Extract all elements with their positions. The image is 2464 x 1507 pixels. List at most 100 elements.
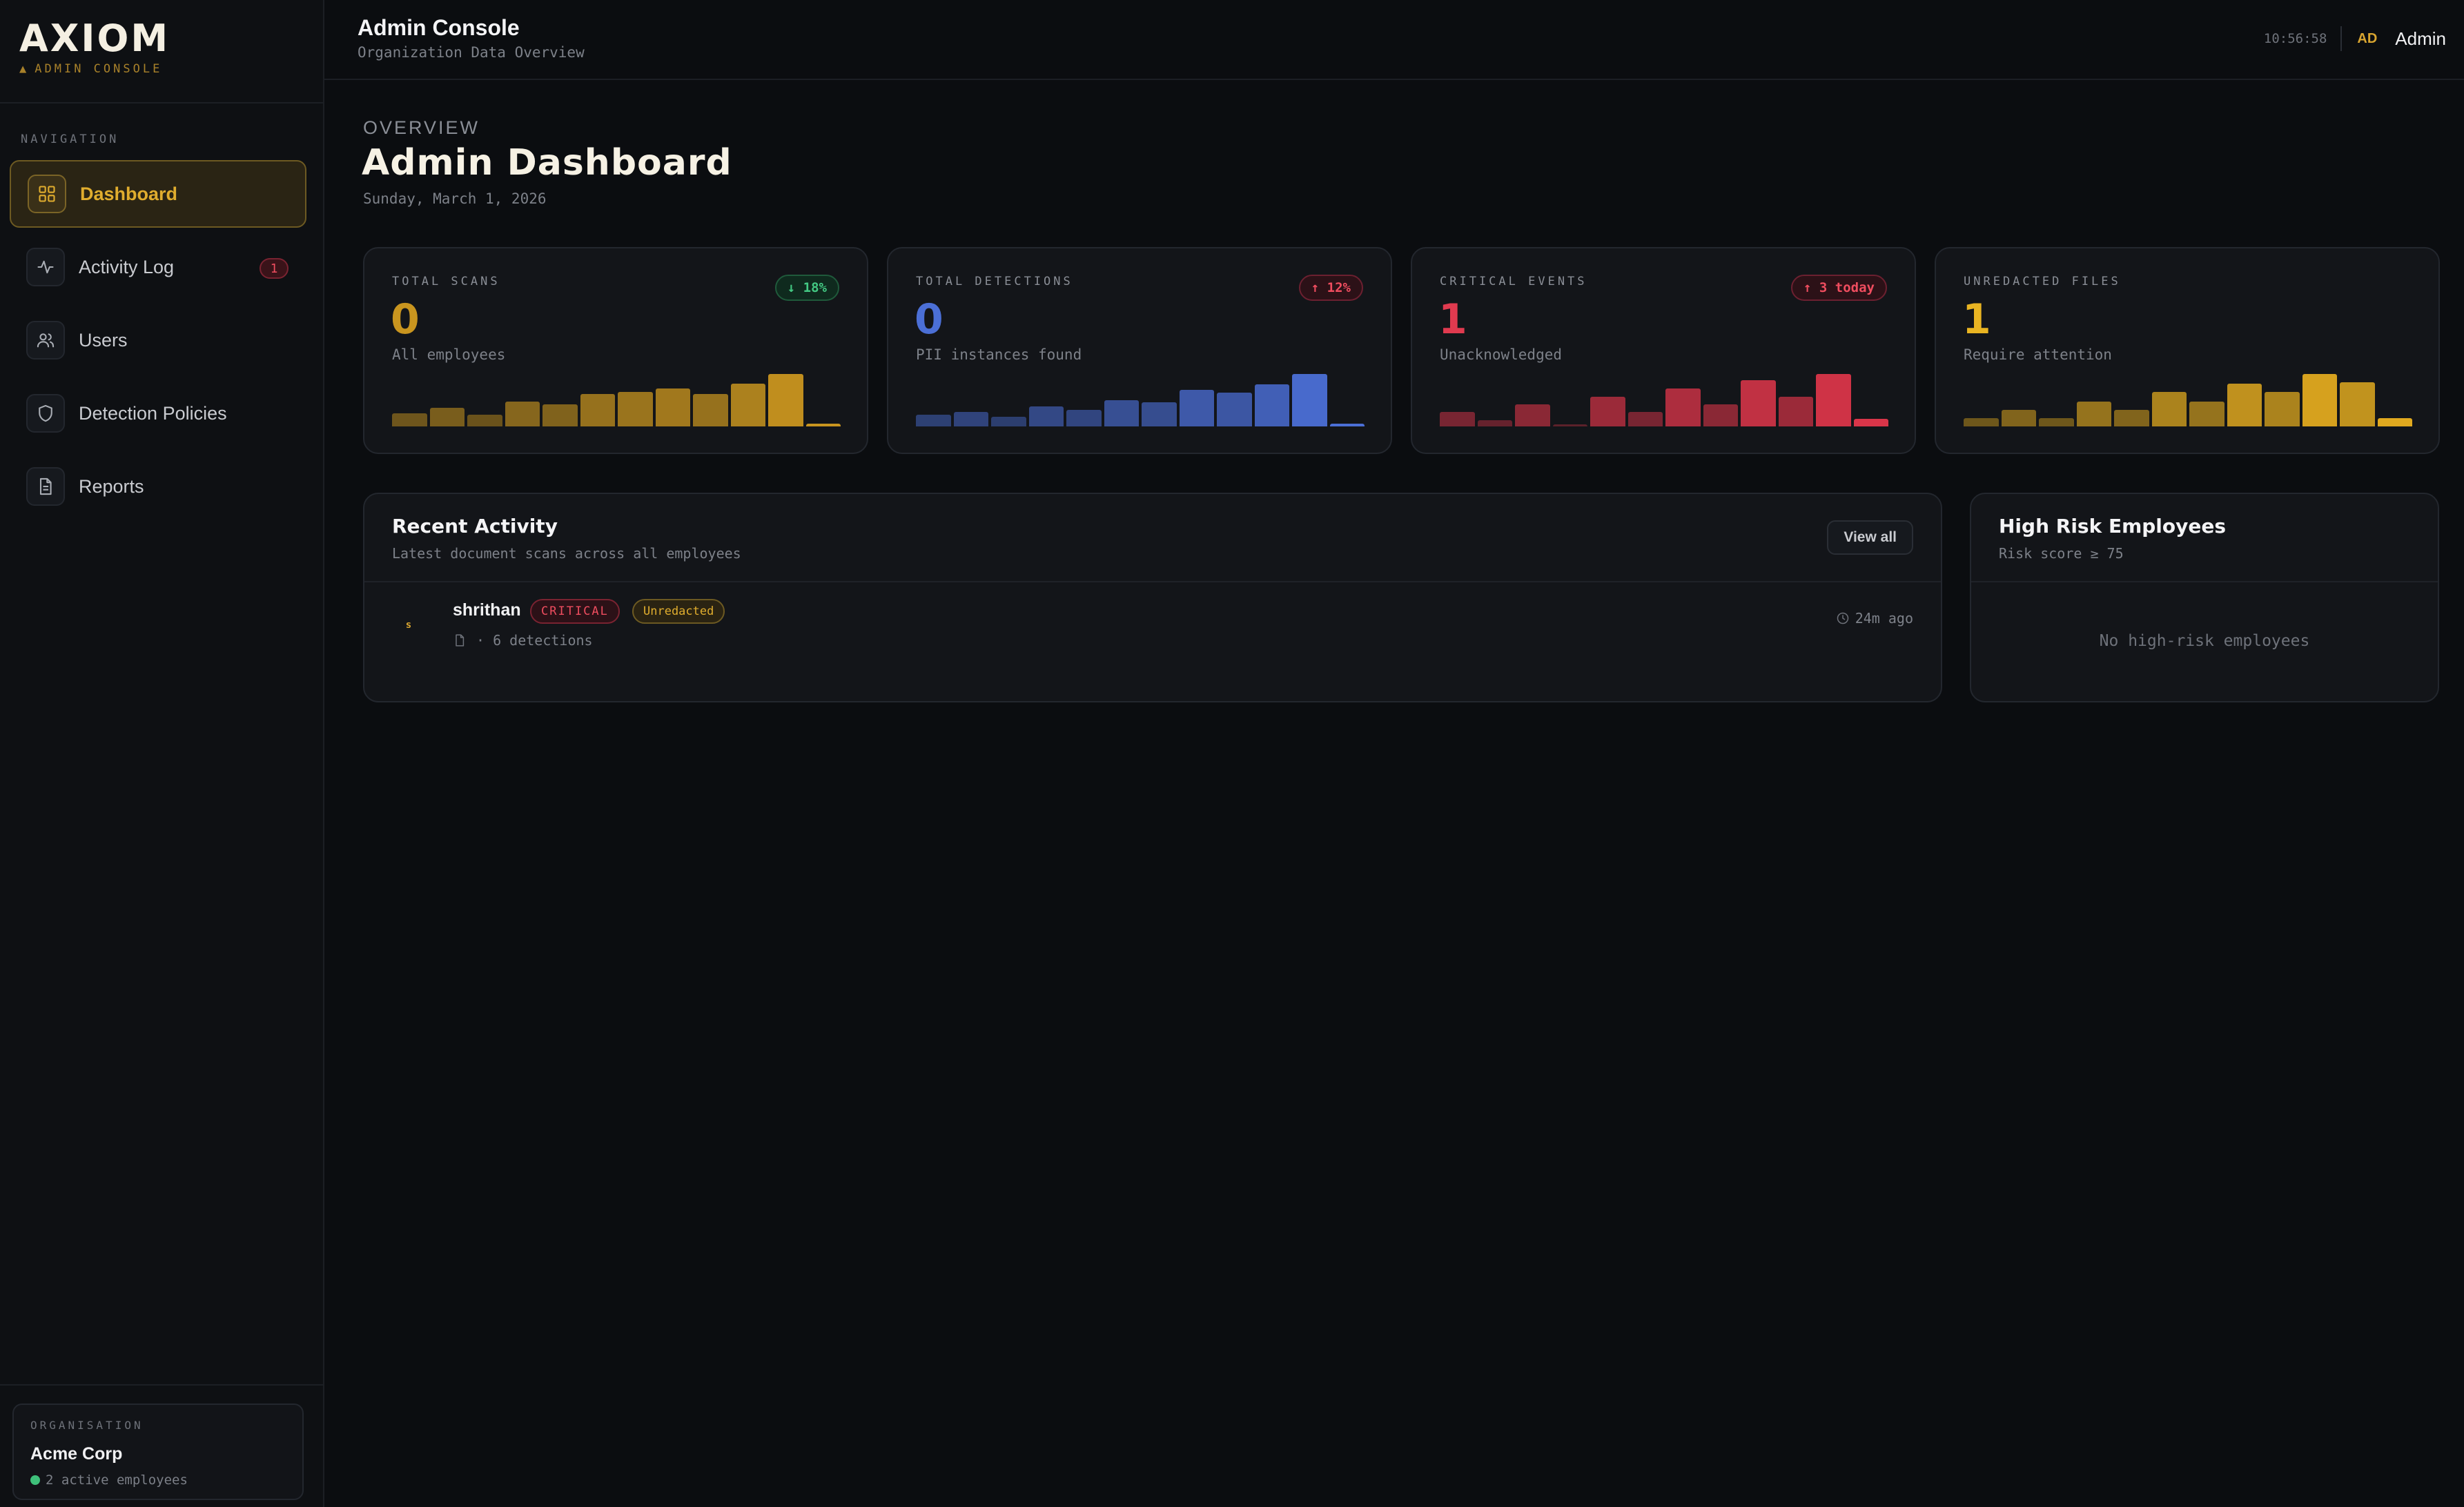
sparkline-bar — [580, 394, 615, 426]
sparkline-bar — [953, 412, 988, 426]
sidebar-footer-divider — [0, 1384, 323, 1386]
sparkline-bar — [1292, 374, 1327, 426]
activity-meta: · 6 detections — [453, 632, 593, 649]
activity-row[interactable]: s shrithan CRITICAL Unredacted · 6 detec… — [364, 582, 1941, 665]
sparkline-bar — [916, 415, 951, 426]
sparkline-bar — [1816, 374, 1851, 426]
view-all-button[interactable]: View all — [1827, 520, 1913, 555]
stat-label: CRITICAL EVENTS — [1440, 275, 1587, 288]
sparkline-bar — [1028, 406, 1064, 426]
nav-section-label: NAVIGATION — [21, 132, 119, 146]
sidebar-item-label: Activity Log — [79, 256, 175, 277]
sparkline-bar — [2001, 410, 2036, 426]
sparkline-bar — [1104, 400, 1139, 426]
stat-card-unredacted-files[interactable]: UNREDACTED FILES 1 Require attention — [1935, 247, 2440, 454]
avatar[interactable]: AD — [2357, 30, 2378, 46]
sidebar-item-users[interactable]: Users — [10, 306, 306, 374]
sparkline-bar — [1066, 410, 1102, 426]
status-badge: Unredacted — [632, 599, 725, 624]
sparkline-bar — [1627, 412, 1663, 426]
sparkline-bar — [1515, 404, 1550, 426]
stat-card-total-scans[interactable]: TOTAL SCANS ↓ 18% 0 All employees — [363, 247, 868, 454]
sparkline-bar — [2227, 384, 2262, 426]
stat-caption: PII instances found — [916, 346, 1082, 363]
sparkline-bar — [1552, 424, 1587, 426]
activity-time: 24m ago — [1836, 610, 1913, 627]
sparkline-bar — [2189, 402, 2225, 426]
user-name[interactable]: Admin — [2395, 28, 2446, 49]
trend-chip: ↑ 3 today — [1791, 275, 1887, 301]
stat-value: 1 — [1962, 295, 1991, 344]
console-subtitle: Organization Data Overview — [358, 44, 585, 61]
sparkline-bar — [1853, 419, 1888, 426]
trend-chip: ↑ 12% — [1298, 275, 1363, 301]
brand-logo: AXIOM — [19, 17, 170, 60]
stat-caption: Require attention — [1964, 346, 2112, 363]
clock: 10:56:58 — [2263, 31, 2327, 46]
sidebar-item-label: Dashboard — [80, 183, 178, 204]
brand-subtitle-text: ADMIN CONSOLE — [35, 62, 163, 76]
recent-activity-panel: Recent Activity Latest document scans ac… — [363, 493, 1942, 702]
sparkline-bar — [805, 424, 841, 426]
sidebar-item-detection-policies[interactable]: Detection Policies — [10, 380, 306, 447]
stat-card-total-detections[interactable]: TOTAL DETECTIONS ↑ 12% 0 PII instances f… — [887, 247, 1392, 454]
shield-icon — [26, 394, 65, 433]
sparkline-bar — [693, 394, 728, 426]
sparkline-bars — [1964, 374, 2412, 426]
stat-card-critical-events[interactable]: CRITICAL EVENTS ↑ 3 today 1 Unacknowledg… — [1411, 247, 1916, 454]
sparkline-bar — [655, 388, 690, 426]
activity-icon — [26, 248, 65, 286]
organisation-card[interactable]: ORGANISATION Acme Corp 2 active employee… — [12, 1403, 304, 1500]
panel-subtitle: Latest document scans across all employe… — [392, 545, 741, 562]
top-bar: Admin Console Organization Data Overview… — [324, 0, 2464, 80]
sidebar-nav: Dashboard Activity Log 1 Users Detection… — [10, 160, 306, 526]
sparkline-bar — [1179, 390, 1214, 426]
console-title: Admin Console — [358, 15, 520, 40]
sparkline-bar — [1477, 420, 1512, 426]
clock-icon — [1837, 612, 1848, 624]
grid-icon — [28, 175, 66, 213]
file-text-icon — [26, 467, 65, 506]
sparkline-bar — [505, 402, 540, 426]
panel-title: Recent Activity — [392, 515, 558, 538]
sparkline-bar — [1590, 397, 1625, 426]
sparkline-bar — [2151, 392, 2187, 426]
users-icon — [26, 321, 65, 359]
sparkline-bar — [1964, 418, 1999, 426]
panel-header: Recent Activity Latest document scans ac… — [364, 494, 1941, 582]
detection-count: · 6 detections — [476, 632, 593, 649]
sparkline-bar — [1778, 397, 1813, 426]
sparkline-bar — [2076, 402, 2111, 426]
sparkline-bars — [1440, 374, 1888, 426]
stat-value: 0 — [391, 295, 420, 344]
brand[interactable]: AXIOM ▲ ADMIN CONSOLE — [19, 17, 170, 77]
sparkline-bar — [2114, 410, 2149, 426]
sparkline-bar — [392, 413, 427, 426]
high-risk-panel: High Risk Employees Risk score ≥ 75 No h… — [1970, 493, 2439, 702]
trend-chip: ↓ 18% — [774, 275, 839, 301]
stat-value: 1 — [1438, 295, 1467, 344]
page-title: Admin Dashboard — [362, 142, 732, 184]
panel-header: High Risk Employees Risk score ≥ 75 — [1971, 494, 2438, 582]
sparkline-bar — [768, 374, 803, 426]
page-overline: OVERVIEW — [363, 117, 480, 138]
stat-label: UNREDACTED FILES — [1964, 275, 2121, 288]
org-name: Acme Corp — [30, 1444, 123, 1464]
stat-caption: Unacknowledged — [1440, 346, 1563, 363]
sparkline-bar — [2340, 382, 2375, 426]
stat-caption: All employees — [392, 346, 506, 363]
sparkline-bar — [1741, 380, 1776, 426]
stats-row: TOTAL SCANS ↓ 18% 0 All employees TOTAL … — [363, 247, 2440, 454]
sparkline-bar — [1142, 402, 1177, 426]
sidebar-item-reports[interactable]: Reports — [10, 453, 306, 520]
sparkline-bar — [542, 404, 578, 426]
activity-count-badge: 1 — [260, 258, 289, 279]
sidebar-item-dashboard[interactable]: Dashboard — [10, 160, 306, 228]
sidebar-item-activity-log[interactable]: Activity Log 1 — [10, 233, 306, 301]
sparkline-bar — [2302, 374, 2337, 426]
stat-label: TOTAL DETECTIONS — [916, 275, 1073, 288]
org-status: 2 active employees — [30, 1472, 286, 1488]
page-date: Sunday, March 1, 2026 — [363, 190, 547, 207]
file-icon — [456, 634, 465, 647]
sidebar-item-label: Detection Policies — [79, 402, 227, 424]
